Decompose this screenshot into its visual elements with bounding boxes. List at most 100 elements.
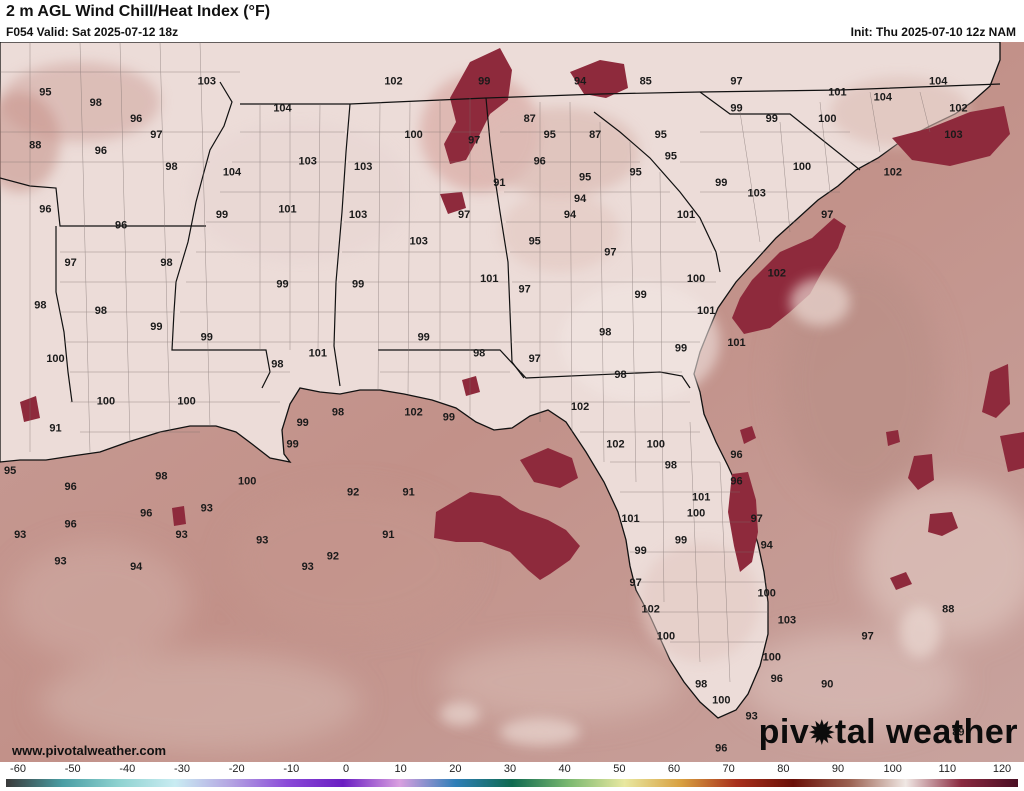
heat-index-value: 103 [410, 236, 428, 248]
heat-index-value: 102 [884, 166, 902, 178]
heat-index-value: 103 [748, 188, 766, 200]
heat-index-value: 100 [687, 273, 705, 285]
heat-index-value: 91 [382, 529, 394, 541]
colorbar: -60 -50 -40 -30 -20 -10 0 10 20 30 40 50 60 70 80 90 100… [0, 762, 1024, 791]
heat-index-value: 99 [730, 102, 742, 114]
heat-index-value: 99 [634, 289, 646, 301]
heat-index-value: 97 [821, 209, 833, 221]
heat-index-value: 99 [443, 412, 455, 424]
heat-index-value: 97 [150, 129, 162, 141]
heat-index-value: 98 [614, 369, 626, 381]
state-boundaries [0, 81, 1001, 403]
brand-text-right: tal weather [834, 713, 1018, 751]
heat-index-value: 103 [944, 129, 962, 141]
heat-index-value: 103 [198, 76, 216, 88]
heat-index-value: 94 [761, 540, 774, 552]
heat-index-value: 102 [606, 438, 624, 450]
heat-index-value: 85 [640, 76, 652, 88]
county-boundaries [0, 42, 931, 683]
heat-index-value: 97 [468, 134, 480, 146]
heat-index-value: 102 [571, 401, 589, 413]
heat-index-value: 101 [480, 273, 498, 285]
heat-index-value: 88 [942, 604, 954, 616]
heat-index-value: 101 [692, 492, 710, 504]
heat-index-value: 100 [763, 652, 781, 664]
heat-index-value: 101 [309, 348, 327, 360]
heat-index-value: 91 [402, 486, 414, 498]
heat-index-value: 97 [751, 513, 763, 525]
valid-time-label: F054 Valid: Sat 2025-07-12 18z [6, 25, 179, 39]
heat-index-value: 98 [160, 257, 172, 269]
heat-index-value: 95 [665, 150, 677, 162]
heat-index-value: 100 [647, 438, 665, 450]
heat-index-value: 101 [697, 305, 715, 317]
heat-index-value: 95 [529, 236, 541, 248]
heat-index-value: 97 [518, 284, 530, 296]
colorbar-tick-label: 20 [449, 763, 462, 775]
heat-index-value: 103 [778, 614, 796, 626]
heat-index-value: 98 [34, 300, 46, 312]
heat-index-value: 95 [579, 172, 591, 184]
heat-index-value: 99 [634, 545, 646, 557]
heat-index-value: 99 [675, 534, 687, 546]
heat-index-value: 100 [238, 476, 256, 488]
gear-icon: ✹ [809, 717, 835, 750]
weather-map[interactable]: 95 98 96 97 88 96 98 96 96 97 98 98 98 99 100 91 100 100 9… [0, 42, 1024, 762]
heat-index-value: 97 [458, 209, 470, 221]
heat-index-value: 90 [821, 678, 833, 690]
heat-index-value: 96 [771, 673, 783, 685]
heat-index-value: 94 [130, 561, 143, 573]
heat-index-value: 98 [332, 406, 344, 418]
map-title: 2 m AGL Wind Chill/Heat Index (°F) [6, 3, 271, 20]
heat-index-value: 101 [621, 513, 639, 525]
heat-index-value: 95 [39, 86, 51, 98]
heat-index-value: 100 [657, 630, 675, 642]
site-url[interactable]: www.pivotalweather.com [12, 743, 167, 758]
extreme-heat-areas [20, 48, 1024, 590]
heat-index-value: 99 [715, 177, 727, 189]
heat-index-value: 103 [354, 161, 372, 173]
colorbar-tick-label: -50 [64, 763, 81, 775]
colorbar-tick-label: 120 [992, 763, 1012, 775]
heat-index-value: 94 [564, 209, 577, 221]
heat-index-value: 93 [745, 710, 757, 722]
heat-index-value: 97 [529, 353, 541, 365]
brand-text-left: piv [758, 713, 810, 751]
heat-index-value: 98 [95, 305, 107, 317]
heat-index-value: 100 [177, 396, 195, 408]
heat-index-value: 95 [629, 166, 641, 178]
heat-index-value: 100 [818, 113, 836, 125]
heat-index-value: 102 [384, 76, 402, 88]
heat-index-value: 96 [130, 113, 142, 125]
heat-index-value: 100 [687, 508, 705, 520]
colorbar-tick-label: -10 [283, 763, 300, 775]
heat-index-value: 100 [404, 129, 422, 141]
heat-index-value: 96 [39, 204, 51, 216]
heat-index-value: 99 [478, 76, 490, 88]
light-ocean-patches [440, 278, 940, 746]
heat-index-value: 88 [29, 140, 41, 152]
heat-index-value: 102 [768, 268, 786, 280]
colorbar-tick-label: -20 [228, 763, 245, 775]
heat-index-value: 97 [861, 630, 873, 642]
heat-index-value: 98 [599, 326, 611, 338]
colorbar-tick-label: -30 [174, 763, 190, 775]
map-header: 2 m AGL Wind Chill/Heat Index (°F) F054 … [0, 0, 1024, 42]
heat-index-value: 104 [874, 92, 893, 104]
heat-index-value: 100 [793, 161, 811, 173]
heat-index-value: 98 [90, 97, 102, 109]
colorbar-tick-label: 0 [342, 763, 350, 775]
heat-index-value: 96 [64, 518, 76, 530]
heat-index-value: 93 [201, 502, 213, 514]
heat-index-value: 91 [493, 177, 505, 189]
heat-index-value: 104 [223, 166, 242, 178]
heat-index-value: 98 [473, 348, 485, 360]
heat-index-value: 99 [766, 113, 778, 125]
heat-index-value: 99 [675, 342, 687, 354]
heat-index-value: 97 [730, 76, 742, 88]
heat-index-value: 104 [273, 102, 292, 114]
heat-index-value: 100 [758, 588, 776, 600]
heat-index-value: 98 [165, 161, 177, 173]
heat-index-value: 97 [64, 257, 76, 269]
colorbar-tick-label: 70 [722, 763, 735, 775]
